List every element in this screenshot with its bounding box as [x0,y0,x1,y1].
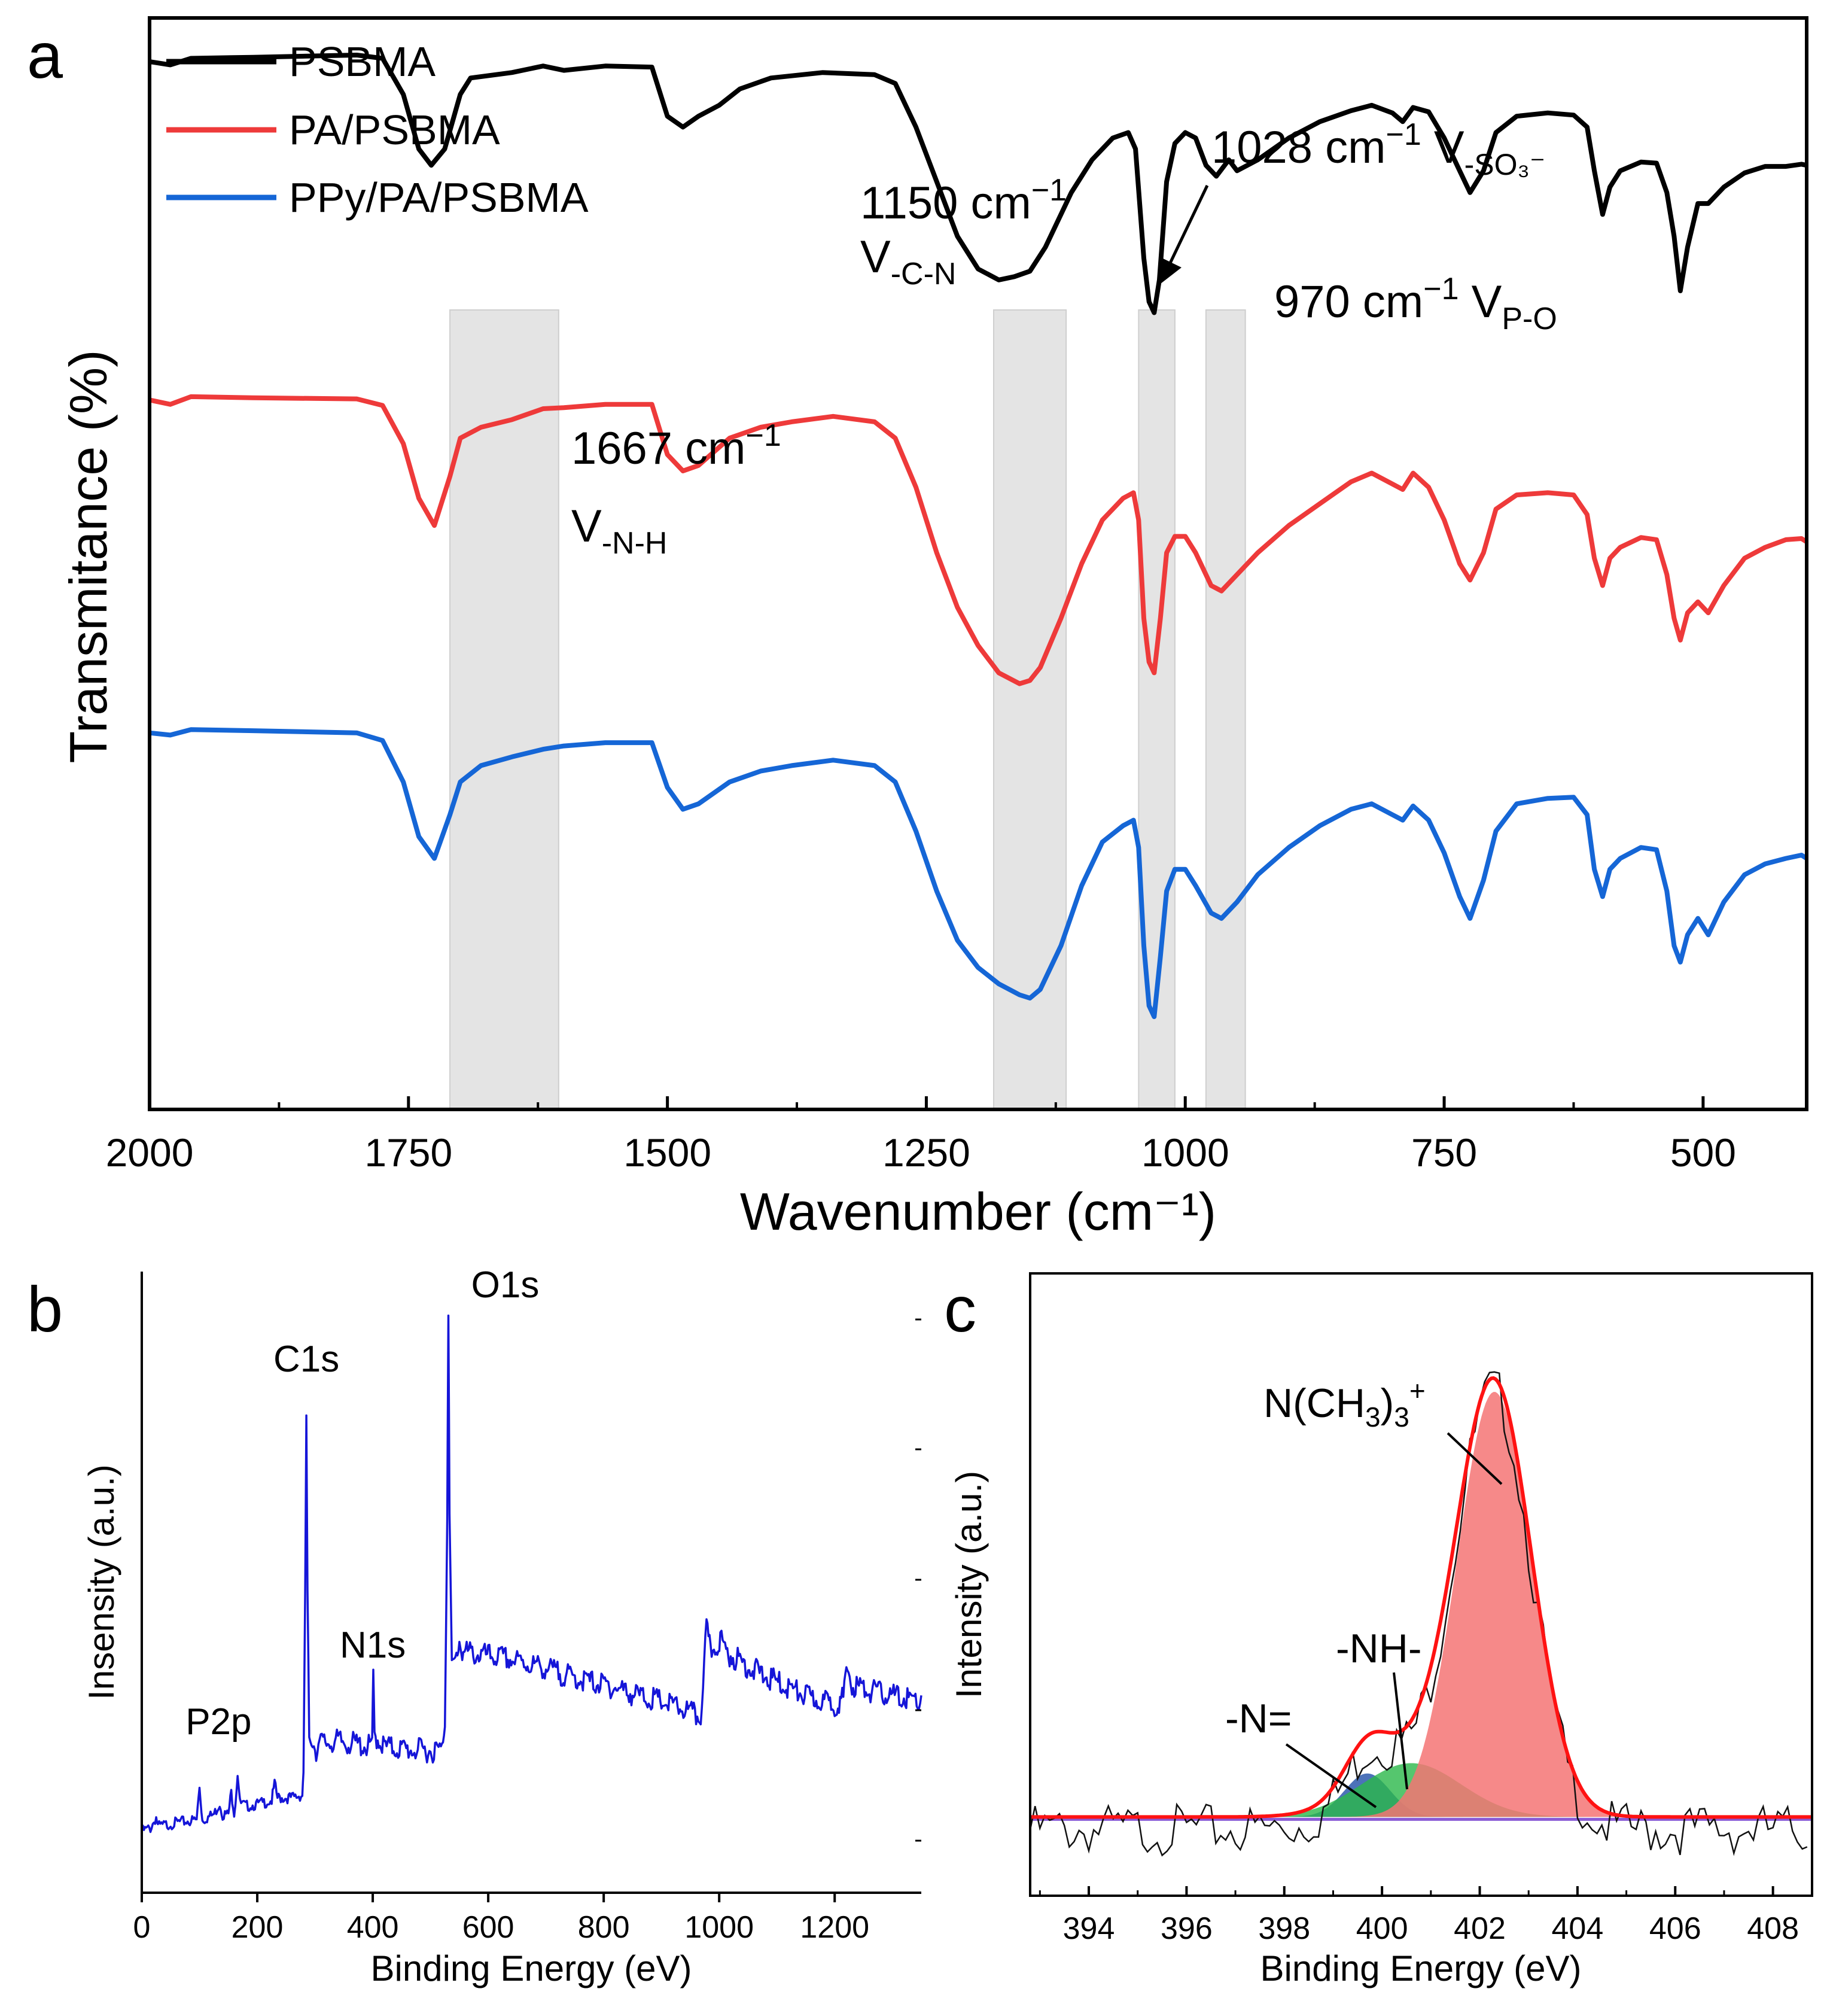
xps-survey-series [141,1314,922,1833]
legend-label-pa-psbma: PA/PSBMA [289,107,500,153]
shaded-band-4 [1205,309,1246,1110]
ftir-series [149,53,1808,1019]
n1s-x-axis-label: Binding Energy (eV) [1260,1948,1582,1988]
survey-x-tick-label-1200: 1200 [800,1910,869,1945]
annotation-1667: 1667 cm−1 [571,418,781,474]
n1s-component-fills [1030,1392,1812,1821]
survey-x-tick-label-1000: 1000 [684,1910,754,1945]
n1s-x-tick-label-400: 400 [1356,1911,1408,1946]
leader-nh [1393,1672,1408,1790]
n1s-x-tick-label-398: 398 [1258,1911,1310,1946]
label-n-double: -N= [1225,1696,1292,1741]
leader-n-ch3-3 [1447,1432,1503,1485]
n1s-x-tick-label-404: 404 [1552,1911,1604,1946]
panel-letter-a: a [27,19,63,92]
component-n-ch3 [1030,1392,1812,1817]
n1s-x-ticks: 394 396 398 400 402 404 406 408 [1039,1886,1799,1946]
ftir-x-tick-label-500: 500 [1670,1130,1736,1175]
n1s-envelope [1030,1376,1812,1819]
peak-label-o1s: O1s [471,1264,540,1306]
ftir-legend: PSBMA PA/PSBMA PPy/PA/PSBMA [166,38,589,221]
n1s-x-tick-label-396: 396 [1161,1911,1213,1946]
annotation-1028-arrow [1158,184,1209,286]
ftir-y-axis-label: Transmitance (%) [59,349,118,763]
annotation-1150-mode: V-C-N [860,232,956,291]
ftir-x-tick-label-2000: 2000 [106,1130,194,1175]
series-psbma [149,53,1807,315]
xps-survey-frame [141,1272,921,1894]
shaded-bands [449,309,1246,1110]
xps-survey-chart: 0 200 400 600 800 1000 1200 Binding Energy (eV… [81,1264,922,1988]
n1s-x-tick-label-394: 394 [1063,1911,1115,1946]
peak-label-c1s: C1s [273,1339,339,1380]
n1s-y-axis-label: Intensity (a.u.) [949,1471,989,1698]
ftir-x-axis-label: Wavenumber (cm⁻¹) [740,1182,1216,1241]
annotation-1667-mode: V-N-H [571,501,667,561]
legend-label-psbma: PSBMA [289,38,436,85]
ftir-x-tick-label-750: 750 [1411,1130,1477,1175]
n1s-x-tick-label-406: 406 [1649,1911,1701,1946]
peak-label-n1s: N1s [340,1625,406,1666]
ftir-x-ticks: 2000 1750 1500 1250 1000 750 500 [106,1096,1736,1175]
ftir-x-tick-label-1500: 1500 [623,1130,711,1175]
survey-x-tick-label-800: 800 [578,1910,630,1945]
annotation-970: 970 cm−1 VP-O [1274,272,1557,336]
ftir-x-tick-label-1250: 1250 [882,1130,970,1175]
annotation-1150: 1150 cm−1 [860,173,1067,229]
series-pa-psbma [149,394,1808,686]
leader-n-double [1285,1743,1377,1808]
shaded-band-1 [449,309,559,1110]
survey-x-tick-label-200: 200 [232,1910,284,1945]
xps-n1s-chart: 394 396 398 400 402 404 406 408 Binding Energy … [949,1272,1813,1988]
n1s-plot-frame [1029,1272,1813,1897]
panel-letter-c: c [944,1273,976,1345]
legend-label-ppy-pa-psbma: PPy/PA/PSBMA [289,174,589,221]
xps-survey-x-ticks: 0 200 400 600 800 1000 1200 [133,1893,869,1945]
shaded-band-2 [992,309,1067,1110]
n1s-x-tick-label-402: 402 [1454,1911,1506,1946]
xps-survey-x-axis-label: Binding Energy (eV) [371,1948,692,1988]
series-ppy-pa-psbma [149,727,1808,1019]
ftir-x-tick-label-1000: 1000 [1141,1130,1229,1175]
peak-label-p2p: P2p [185,1701,251,1743]
label-nh: -NH- [1336,1626,1422,1671]
xps-survey-peak-labels: P2p C1s N1s O1s [185,1264,539,1743]
xps-survey-y-axis-label: Insensity (a.u.) [81,1464,121,1700]
annotation-1028: 1028 cm−1 V-SO₃⁻ [1211,117,1545,181]
n1s-x-tick-label-408: 408 [1747,1911,1799,1946]
ftir-x-tick-label-1750: 1750 [364,1130,452,1175]
ftir-chart: 2000 1750 1500 1250 1000 750 500 Wavenumber (c… [59,16,1808,1241]
survey-x-tick-label-0: 0 [133,1910,151,1945]
survey-x-tick-label-600: 600 [462,1910,514,1945]
n1s-envelope-line [1030,1376,1812,1819]
survey-x-tick-label-400: 400 [347,1910,399,1945]
xps-survey-right-ticks [915,1318,921,1842]
series-survey [141,1314,922,1833]
label-n-ch3-3: N(CH3)3+ [1263,1375,1426,1433]
panel-letter-b: b [27,1273,63,1345]
ftir-plot-frame [148,16,1808,1111]
